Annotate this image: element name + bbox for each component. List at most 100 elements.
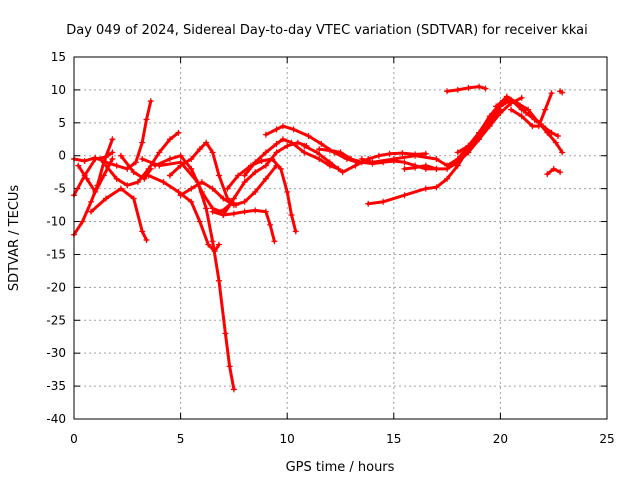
data-point bbox=[252, 207, 259, 214]
data-point bbox=[262, 175, 269, 182]
data-point bbox=[326, 159, 333, 166]
data-point bbox=[422, 162, 429, 169]
data-point bbox=[550, 165, 557, 172]
data-point bbox=[386, 150, 393, 157]
data-point bbox=[109, 156, 116, 163]
data-point bbox=[518, 94, 525, 101]
data-point bbox=[279, 136, 286, 143]
data-point bbox=[262, 131, 269, 138]
data-point bbox=[141, 175, 148, 182]
data-point bbox=[241, 172, 248, 179]
data-point bbox=[412, 164, 419, 171]
data-point bbox=[267, 221, 274, 228]
data-point bbox=[177, 162, 184, 169]
data-point bbox=[444, 88, 451, 95]
data-point bbox=[100, 159, 107, 166]
y-tick-label: -15 bbox=[46, 247, 66, 261]
y-tick-label: -10 bbox=[46, 215, 66, 229]
data-point bbox=[211, 248, 218, 255]
data-point bbox=[113, 162, 120, 169]
data-point bbox=[433, 165, 440, 172]
data-point bbox=[316, 146, 323, 153]
data-point bbox=[348, 156, 355, 163]
data-point bbox=[177, 192, 184, 199]
data-point bbox=[102, 162, 109, 169]
series-track-7 bbox=[117, 152, 154, 182]
data-point bbox=[454, 86, 461, 93]
y-tick-label: -20 bbox=[46, 280, 66, 294]
data-point bbox=[143, 236, 150, 243]
data-point bbox=[314, 149, 321, 156]
data-point bbox=[365, 200, 372, 207]
data-point bbox=[209, 185, 216, 192]
data-point bbox=[514, 100, 521, 107]
data-point bbox=[554, 132, 561, 139]
data-point bbox=[401, 165, 408, 172]
data-point bbox=[188, 185, 195, 192]
axis-ticks: 0 5 10 15 20 25 15 10 5 0 -5 -10 -15 -20 -25 -30 -35 -40 bbox=[46, 50, 614, 446]
data-point bbox=[220, 211, 227, 218]
data-point bbox=[102, 154, 109, 161]
y-tick-label: -35 bbox=[46, 379, 66, 393]
data-point bbox=[258, 157, 265, 164]
data-point bbox=[290, 126, 297, 133]
series-line bbox=[243, 137, 340, 177]
data-point bbox=[476, 129, 483, 136]
data-point bbox=[522, 109, 529, 116]
data-point bbox=[486, 113, 493, 120]
series-line bbox=[366, 108, 502, 206]
x-tick-label: 5 bbox=[177, 432, 185, 446]
series-track-27 bbox=[544, 165, 564, 178]
data-point bbox=[444, 165, 451, 172]
data-point bbox=[337, 149, 344, 156]
series-track-15 bbox=[224, 156, 299, 235]
data-point bbox=[465, 84, 472, 91]
data-point bbox=[493, 103, 500, 110]
data-point bbox=[160, 179, 167, 186]
data-point bbox=[454, 149, 461, 156]
data-point bbox=[525, 106, 532, 113]
data-point bbox=[209, 238, 216, 245]
series-track-28 bbox=[557, 88, 566, 96]
data-point bbox=[92, 156, 99, 163]
data-point bbox=[139, 228, 146, 235]
data-point bbox=[130, 169, 137, 176]
data-point bbox=[476, 136, 483, 143]
data-point bbox=[358, 156, 365, 163]
data-point bbox=[508, 106, 515, 113]
y-tick-label: 5 bbox=[58, 116, 66, 130]
data-point bbox=[209, 149, 216, 156]
series-line bbox=[119, 154, 153, 181]
data-point bbox=[271, 238, 278, 245]
series-track-22 bbox=[401, 94, 525, 172]
data-point bbox=[482, 85, 489, 92]
data-point bbox=[352, 162, 359, 169]
data-point bbox=[339, 169, 346, 176]
series-track-16 bbox=[241, 136, 342, 179]
series-line bbox=[89, 187, 148, 242]
data-point bbox=[220, 195, 227, 202]
data-point bbox=[518, 113, 525, 120]
data-point bbox=[305, 132, 312, 139]
data-point bbox=[196, 218, 203, 225]
data-point bbox=[399, 150, 406, 157]
data-point bbox=[559, 89, 566, 96]
data-point bbox=[433, 184, 440, 191]
y-axis-label: SDTVAR / TECUs bbox=[7, 185, 22, 292]
data-point bbox=[230, 195, 237, 202]
data-point bbox=[102, 195, 109, 202]
y-tick-label: 15 bbox=[51, 50, 66, 64]
data-point bbox=[557, 169, 564, 176]
data-point bbox=[401, 192, 408, 199]
x-tick-label: 20 bbox=[493, 432, 508, 446]
data-point bbox=[113, 175, 120, 182]
data-point bbox=[279, 123, 286, 130]
data-point bbox=[284, 142, 291, 149]
data-point bbox=[241, 198, 248, 205]
series-line bbox=[140, 157, 236, 391]
data-point bbox=[198, 188, 205, 195]
data-point bbox=[262, 149, 269, 156]
x-tick-label: 15 bbox=[386, 432, 401, 446]
series-line bbox=[445, 85, 487, 93]
data-point bbox=[134, 179, 141, 186]
